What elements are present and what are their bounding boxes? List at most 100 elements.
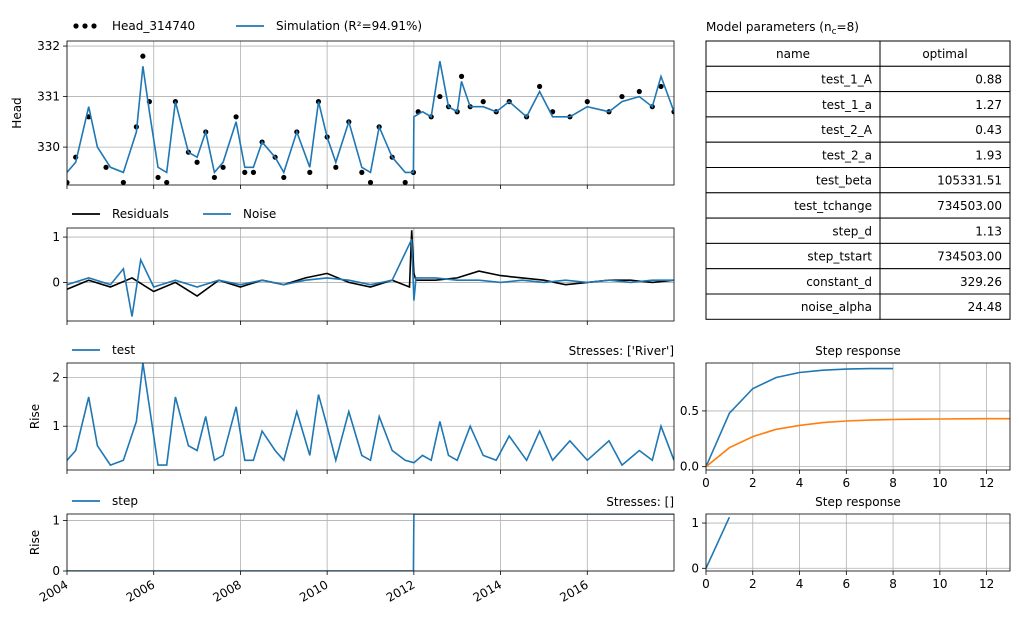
- data-point: [120, 179, 126, 185]
- table-param-value: 1.13: [975, 224, 1002, 238]
- x-tick-label: 6: [842, 577, 850, 591]
- parameters-title-tail: =8): [837, 20, 859, 34]
- table-param-value: 0.88: [975, 72, 1002, 86]
- table-param-name: test_tchange: [794, 199, 872, 213]
- data-point: [67, 179, 70, 185]
- parameters-title-main: Model parameters (n: [706, 20, 832, 34]
- table-cell: [705, 116, 881, 143]
- axes-frame: [66, 40, 675, 186]
- table-cell: [879, 65, 1011, 93]
- series-line-0: [706, 516, 731, 569]
- stress-annotation: Stresses: ['River']: [569, 344, 674, 358]
- data-point: [140, 53, 146, 59]
- table-cell: [705, 268, 881, 295]
- series-line-1: [706, 417, 1010, 468]
- y-axis-label: Rise: [28, 530, 42, 555]
- data-point: [619, 93, 625, 100]
- y-tick-label: 1: [691, 516, 699, 530]
- panel-fit: [63, 40, 675, 189]
- data-point: [164, 179, 170, 185]
- series-line-residuals: [67, 230, 674, 297]
- x-tick-label: 12: [979, 577, 994, 591]
- chart-title: Step response: [815, 495, 901, 509]
- x-tick-label: 2012: [384, 577, 417, 604]
- table-param-value: 0.43: [975, 123, 1002, 137]
- legend-label: test: [112, 343, 135, 357]
- data-point: [333, 164, 339, 170]
- table-param-name: constant_d: [806, 275, 872, 289]
- y-tick-label: 1: [52, 514, 60, 528]
- x-tick-label: 4: [796, 577, 804, 591]
- legend-marker: [82, 23, 88, 29]
- parameters-table: [705, 40, 1011, 320]
- data-point: [307, 169, 313, 175]
- panel-step-response-step: [702, 513, 1011, 575]
- axes-frame: [66, 362, 675, 471]
- table-cell: [705, 91, 881, 118]
- stress-annotation: Stresses: []: [606, 495, 674, 509]
- x-tick-label: 2004: [37, 577, 70, 604]
- table-cell: [879, 116, 1011, 143]
- x-tick-label: 4: [796, 476, 804, 490]
- table-param-value: 1.27: [975, 98, 1002, 112]
- data-point: [536, 83, 543, 90]
- legend-entry: [73, 23, 97, 29]
- parameters-title-subscript: c: [832, 27, 837, 37]
- data-point: [458, 73, 465, 79]
- panel-step-response-test: [702, 362, 1011, 474]
- y-axis-label: Rise: [28, 404, 42, 429]
- x-tick-label: 8: [889, 577, 897, 591]
- y-tick-label: 0.0: [680, 460, 699, 474]
- table-param-value: 105331.51: [937, 174, 1002, 188]
- table-cell: [705, 141, 881, 168]
- data-point: [220, 164, 226, 170]
- legend-label: step: [112, 494, 138, 508]
- data-point: [250, 169, 257, 175]
- y-tick-label: 0: [52, 564, 60, 578]
- legend-label: Head_314740: [112, 19, 195, 33]
- data-point: [281, 174, 287, 181]
- x-tick-label: 10: [932, 577, 947, 591]
- panel-residuals: [63, 227, 675, 325]
- table-cell: [879, 217, 1011, 244]
- table-param-value: 24.48: [968, 300, 1002, 314]
- table-cell: [705, 217, 881, 244]
- y-tick-label: 0: [691, 561, 699, 575]
- x-tick-label: 2010: [297, 577, 330, 604]
- table-param-name: noise_alpha: [801, 300, 872, 314]
- data-point: [103, 164, 109, 170]
- legend-marker: [73, 23, 79, 29]
- axes-frame: [705, 362, 1011, 471]
- data-point: [402, 179, 408, 185]
- legend-marker: [91, 23, 97, 29]
- x-tick-label: 2014: [471, 577, 504, 604]
- x-tick-label: 2008: [210, 577, 243, 604]
- y-tick-label: 0: [52, 275, 60, 289]
- legend-label: Residuals: [112, 207, 169, 221]
- axes-frame: [705, 513, 1011, 572]
- table-param-name: test_1_a: [822, 98, 872, 112]
- parameters-title: Model parameters (nc=8): [706, 20, 859, 37]
- table-param-value: 329.26: [960, 275, 1002, 289]
- x-tick-label: 2006: [124, 577, 157, 604]
- data-point: [437, 93, 443, 100]
- series-line-noise: [67, 238, 674, 317]
- y-tick-label: 2: [52, 371, 60, 385]
- x-tick-label: 2: [749, 577, 757, 591]
- table-cell: [705, 167, 881, 194]
- table-param-name: test_2_A: [821, 123, 873, 137]
- data-point: [480, 99, 486, 105]
- table-param-value: 734503.00: [937, 199, 1002, 213]
- data-point: [211, 174, 218, 181]
- table-param-name: test_beta: [816, 174, 872, 188]
- table-param-name: test_2_a: [822, 148, 872, 162]
- data-point: [359, 169, 365, 175]
- data-point: [194, 159, 200, 165]
- table-header-name: name: [776, 47, 810, 61]
- series-line-test: [67, 363, 674, 467]
- table-cell: [879, 268, 1011, 295]
- table-param-value: 1.93: [975, 148, 1002, 162]
- panel-contrib-test: [63, 362, 675, 474]
- x-tick-label: 0: [702, 577, 710, 591]
